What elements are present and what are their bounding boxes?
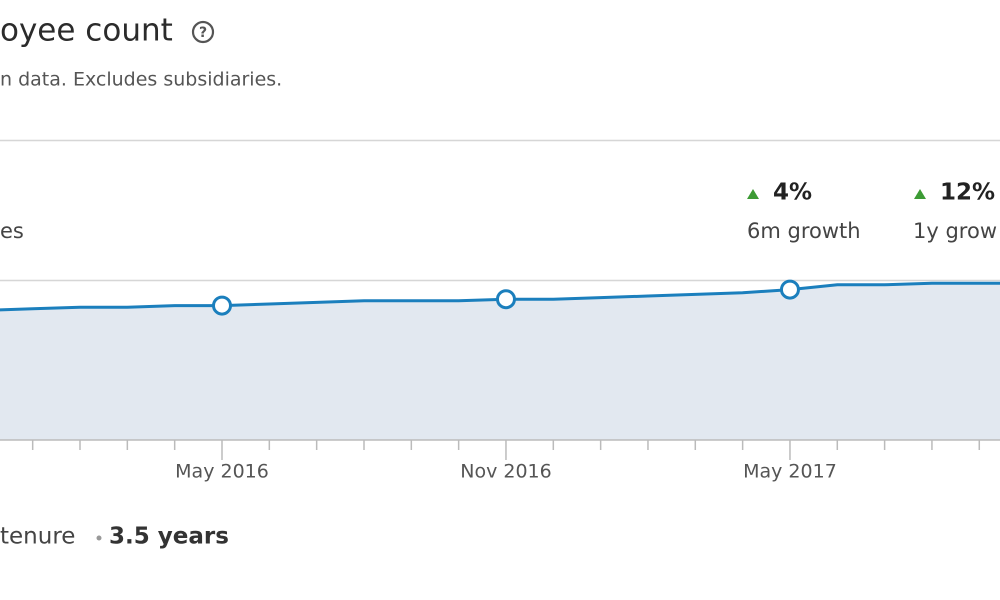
svg-text:?: ? — [199, 25, 207, 41]
point — [495, 289, 516, 310]
separator-dot — [96, 535, 102, 541]
x-tick-label: Nov 2016 — [460, 461, 551, 483]
card-title: oyee count — [0, 13, 173, 49]
point — [779, 279, 800, 300]
card-subtitle: n data. Excludes subsidiaries. — [0, 69, 282, 91]
x-tick-label: May 2016 — [175, 461, 269, 483]
summary-label: es — [0, 219, 24, 243]
area-fill — [0, 283, 1000, 440]
stat-value: 4% — [773, 180, 812, 206]
x-tick-label: May 2017 — [743, 461, 837, 483]
stat-label: 6m growth — [747, 219, 861, 243]
footer-value: 3.5 years — [109, 524, 229, 550]
up-arrow — [747, 189, 759, 199]
footer-label: tenure — [0, 524, 75, 550]
up-arrow — [914, 189, 926, 199]
help-icon[interactable]: ? — [191, 20, 215, 44]
stat-value: 12% — [940, 180, 995, 206]
stat-label: 1y grow — [913, 219, 997, 243]
point — [212, 295, 232, 316]
chart: May 2016 Nov 2016 May 2017 — [0, 279, 1000, 483]
